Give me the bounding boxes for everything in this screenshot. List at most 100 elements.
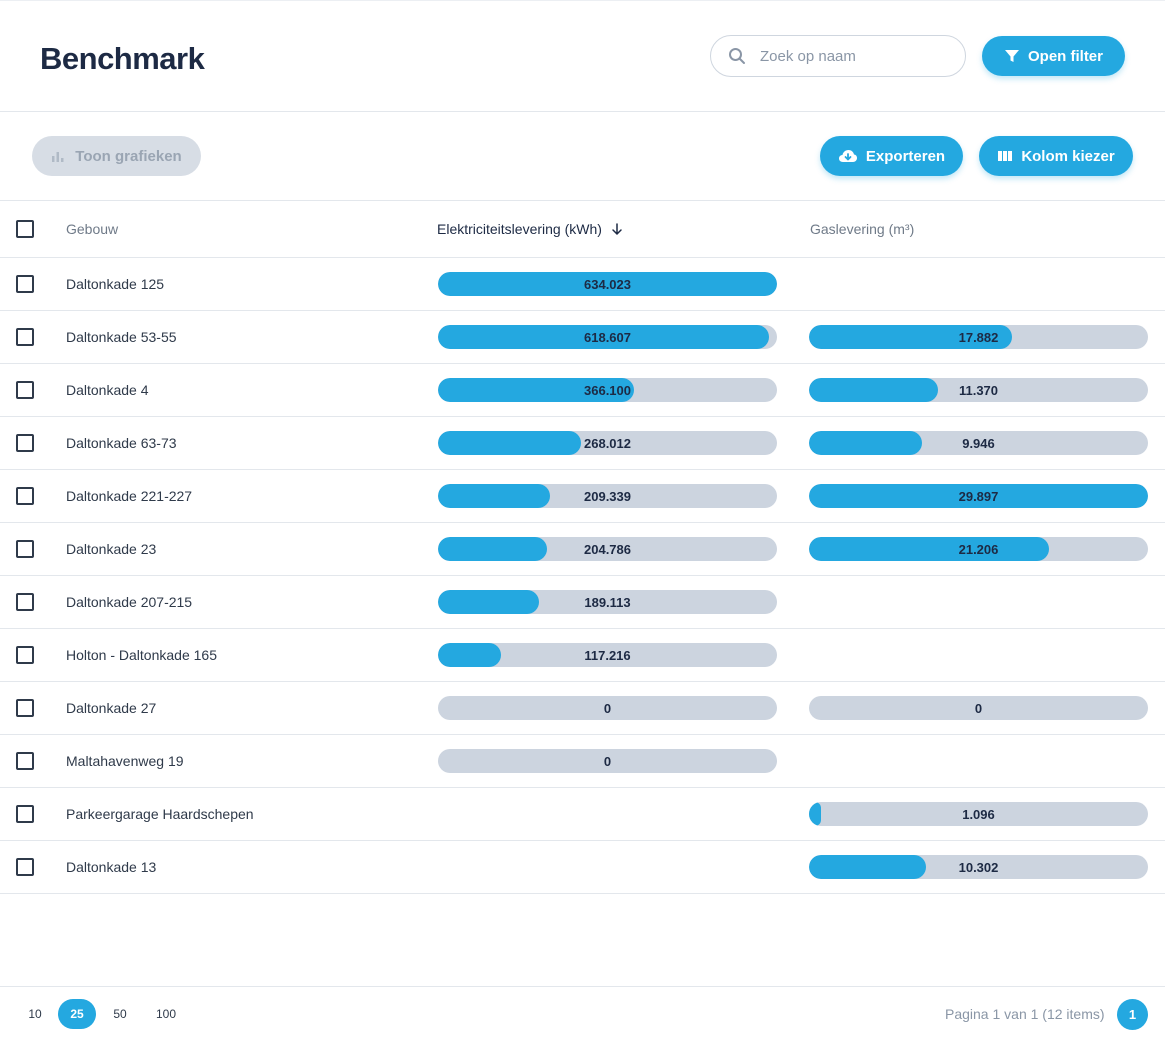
row-checkbox[interactable]	[16, 434, 34, 452]
gas-bar: 1.096	[809, 802, 1148, 826]
table-row[interactable]: Daltonkade 207-215 189.113	[0, 576, 1165, 629]
open-filter-button[interactable]: Open filter	[982, 36, 1125, 76]
page-size-option[interactable]: 10	[28, 1007, 42, 1021]
building-name[interactable]: Holton - Daltonkade 165	[66, 647, 217, 663]
building-name[interactable]: Daltonkade 125	[66, 276, 165, 292]
electricity-bar-fill	[438, 484, 550, 508]
table-row[interactable]: Daltonkade 125 634.023	[0, 258, 1165, 311]
show-charts-button[interactable]: Toon grafieken	[32, 136, 201, 176]
building-name[interactable]: Parkeergarage Haardschepen	[66, 806, 254, 822]
building-name[interactable]: Daltonkade 207-215	[66, 594, 193, 610]
building-name[interactable]: Daltonkade 27	[66, 700, 157, 716]
row-checkbox[interactable]	[16, 699, 34, 717]
building-name[interactable]: Daltonkade 13	[66, 859, 157, 875]
gas-bar: 21.206	[809, 537, 1148, 561]
search-box[interactable]	[710, 35, 966, 77]
select-all-checkbox[interactable]	[16, 220, 34, 238]
electricity-value: 634.023	[584, 277, 631, 292]
column-header-gas[interactable]: Gaslevering (m³)	[810, 221, 915, 237]
electricity-bar-fill	[438, 378, 634, 402]
building-name[interactable]: Daltonkade 23	[66, 541, 157, 557]
arrow-down-icon[interactable]	[611, 223, 623, 236]
electricity-bar: 209.339	[438, 484, 777, 508]
electricity-bar: 618.607	[438, 325, 777, 349]
building-name[interactable]: Daltonkade 221-227	[66, 488, 193, 504]
row-checkbox[interactable]	[16, 540, 34, 558]
gas-bar-fill	[809, 855, 926, 879]
building-name[interactable]: Maltahavenweg 19	[66, 753, 184, 769]
column-header-electricity[interactable]: Elektriciteitslevering (kWh)	[437, 221, 602, 237]
show-charts-label: Toon grafieken	[75, 147, 182, 165]
table-row[interactable]: Daltonkade 23 204.786 21.206	[0, 523, 1165, 576]
table-row[interactable]: Maltahavenweg 19 0	[0, 735, 1165, 788]
page-size-option[interactable]: 25	[58, 999, 96, 1029]
building-name[interactable]: Daltonkade 4	[66, 382, 149, 398]
row-checkbox[interactable]	[16, 328, 34, 346]
gas-bar: 17.882	[809, 325, 1148, 349]
page-button-1[interactable]: 1	[1117, 999, 1148, 1030]
gas-value: 17.882	[958, 330, 999, 345]
electricity-value: 268.012	[584, 436, 631, 451]
electricity-value: 209.339	[584, 489, 631, 504]
electricity-bar-fill	[438, 272, 777, 296]
gas-bar-fill	[809, 325, 1012, 349]
row-checkbox[interactable]	[16, 646, 34, 664]
table-row[interactable]: Holton - Daltonkade 165 117.216	[0, 629, 1165, 682]
column-header-building[interactable]: Gebouw	[66, 221, 119, 237]
table-row[interactable]: Daltonkade 4 366.100 11.370	[0, 364, 1165, 417]
electricity-value: 618.607	[584, 330, 631, 345]
electricity-value: 366.100	[584, 383, 631, 398]
gas-value: 21.206	[958, 542, 999, 557]
electricity-bar: 634.023	[438, 272, 777, 296]
export-button[interactable]: Exporteren	[820, 136, 963, 176]
table-header: Gebouw Elektriciteitslevering (kWh) Gasl…	[0, 201, 1165, 258]
gas-bar-fill	[809, 537, 1050, 561]
row-checkbox[interactable]	[16, 752, 34, 770]
building-name[interactable]: Daltonkade 63-73	[66, 435, 177, 451]
cloud-download-icon	[838, 150, 857, 162]
table-row[interactable]: Daltonkade 13 10.302	[0, 841, 1165, 894]
table-row[interactable]: Daltonkade 221-227 209.339 29.897	[0, 470, 1165, 523]
bar-chart-icon	[52, 152, 64, 162]
row-checkbox[interactable]	[16, 805, 34, 823]
electricity-bar: 189.113	[438, 590, 777, 614]
table-row[interactable]: Parkeergarage Haardschepen 1.096	[0, 788, 1165, 841]
column-chooser-label: Kolom kiezer	[1021, 147, 1115, 165]
row-checkbox[interactable]	[16, 381, 34, 399]
electricity-value: 0	[603, 701, 612, 716]
building-name[interactable]: Daltonkade 53-55	[66, 329, 177, 345]
gas-bar-fill	[809, 431, 922, 455]
table-row[interactable]: Daltonkade 53-55 618.607 17.882	[0, 311, 1165, 364]
electricity-bar: 204.786	[438, 537, 777, 561]
search-input[interactable]	[760, 47, 950, 65]
gas-value: 11.370	[958, 383, 999, 398]
gas-bar-fill	[809, 378, 938, 402]
page-size-option[interactable]: 100	[155, 1007, 177, 1021]
gas-bar-fill	[809, 802, 822, 826]
page-size-option[interactable]: 50	[113, 1007, 127, 1021]
gas-bar: 11.370	[809, 378, 1148, 402]
row-checkbox[interactable]	[16, 275, 34, 293]
search-icon	[729, 48, 745, 64]
row-checkbox[interactable]	[16, 593, 34, 611]
row-checkbox[interactable]	[16, 858, 34, 876]
page-info: Pagina 1 van 1 (12 items)	[945, 1006, 1105, 1022]
table-row[interactable]: Daltonkade 63-73 268.012 9.946	[0, 417, 1165, 470]
gas-bar: 10.302	[809, 855, 1148, 879]
column-chooser-button[interactable]: Kolom kiezer	[979, 136, 1133, 176]
gas-value: 1.096	[962, 807, 995, 822]
electricity-value: 117.216	[584, 648, 631, 663]
electricity-bar-fill	[438, 325, 769, 349]
gas-bar: 0	[809, 696, 1148, 720]
row-checkbox[interactable]	[16, 487, 34, 505]
table-row[interactable]: Daltonkade 27 0 0	[0, 682, 1165, 735]
electricity-bar: 117.216	[438, 643, 777, 667]
toolbar-divider	[0, 200, 1165, 201]
electricity-bar-fill	[438, 590, 540, 614]
gas-bar: 29.897	[809, 484, 1148, 508]
electricity-bar: 0	[438, 749, 777, 773]
gas-value: 10.302	[958, 860, 999, 875]
gas-value: 0	[974, 701, 983, 716]
funnel-icon	[1004, 50, 1019, 62]
gas-bar: 9.946	[809, 431, 1148, 455]
